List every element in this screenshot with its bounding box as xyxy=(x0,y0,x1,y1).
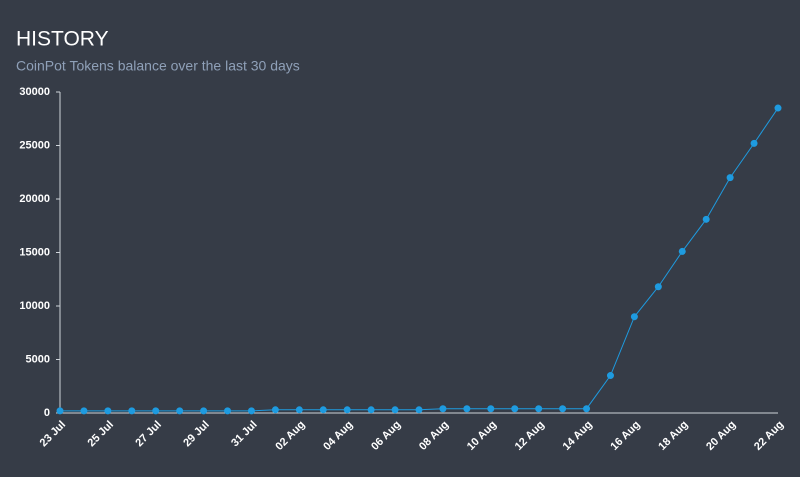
x-tick-label: 25 Jul xyxy=(86,419,117,450)
data-point xyxy=(439,405,447,413)
data-point xyxy=(128,407,136,415)
y-tick-label: 30000 xyxy=(19,86,50,98)
data-point xyxy=(487,405,495,413)
data-point xyxy=(678,247,686,255)
y-tick-label: 15000 xyxy=(19,246,50,258)
y-tick-label: 20000 xyxy=(19,193,50,205)
data-point xyxy=(271,406,279,414)
data-point xyxy=(702,215,710,223)
x-tick-label: 14 Aug xyxy=(561,419,595,453)
chart-title: HISTORY xyxy=(16,28,109,51)
y-tick-label: 5000 xyxy=(26,353,50,365)
x-tick-label: 06 Aug xyxy=(369,419,403,453)
x-tick-label: 27 Jul xyxy=(133,419,164,450)
chart-subtitle: CoinPot Tokens balance over the last 30 … xyxy=(16,58,300,74)
data-point xyxy=(176,407,184,415)
data-point xyxy=(104,407,112,415)
y-tick-label: 10000 xyxy=(19,300,50,312)
data-point xyxy=(583,405,591,413)
data-point xyxy=(559,405,567,413)
x-tick-label: 29 Jul xyxy=(181,419,212,450)
y-tick-label: 25000 xyxy=(19,139,50,151)
data-point xyxy=(415,406,423,414)
x-tick-label: 23 Jul xyxy=(38,419,69,450)
data-point xyxy=(654,283,662,291)
x-tick-label: 16 Aug xyxy=(608,419,642,453)
x-tick-label: 08 Aug xyxy=(417,419,451,453)
data-point xyxy=(367,406,375,414)
data-point xyxy=(391,406,399,414)
x-tick-label: 31 Jul xyxy=(229,419,260,450)
data-point xyxy=(511,405,519,413)
data-point xyxy=(606,372,614,380)
data-point xyxy=(152,407,160,415)
data-point xyxy=(726,174,734,182)
x-tick-label: 04 Aug xyxy=(321,419,355,453)
x-tick-label: 20 Aug xyxy=(704,419,738,453)
x-tick-label: 12 Aug xyxy=(513,419,547,453)
data-point xyxy=(80,407,88,415)
data-point xyxy=(343,406,351,414)
data-point xyxy=(224,407,232,415)
data-point xyxy=(535,405,543,413)
data-point xyxy=(247,407,255,415)
data-point xyxy=(319,406,327,414)
data-point xyxy=(750,139,758,147)
series-line xyxy=(60,107,779,412)
data-point xyxy=(295,406,303,414)
x-tick-label: 18 Aug xyxy=(656,419,690,453)
x-tick-label: 22 Aug xyxy=(752,419,786,453)
x-tick-label: 02 Aug xyxy=(273,419,307,453)
data-point xyxy=(774,104,782,112)
data-point xyxy=(200,407,208,415)
x-tick-label: 10 Aug xyxy=(465,419,499,453)
data-point xyxy=(56,407,64,415)
y-tick-label: 0 xyxy=(44,407,50,419)
data-point xyxy=(630,313,638,321)
data-point xyxy=(463,405,471,413)
